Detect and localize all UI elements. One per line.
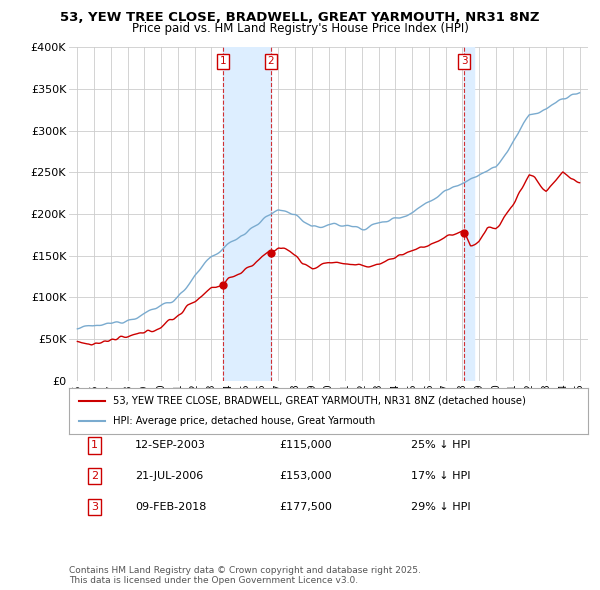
Text: 1: 1: [220, 57, 227, 66]
Text: £153,000: £153,000: [279, 471, 332, 481]
Text: 1: 1: [91, 441, 98, 450]
Text: 25% ↓ HPI: 25% ↓ HPI: [411, 441, 470, 450]
Text: HPI: Average price, detached house, Great Yarmouth: HPI: Average price, detached house, Grea…: [113, 416, 376, 426]
Bar: [464, 47, 475, 381]
Text: 2: 2: [91, 471, 98, 481]
Text: 3: 3: [91, 502, 98, 512]
Text: 53, YEW TREE CLOSE, BRADWELL, GREAT YARMOUTH, NR31 8NZ (detached house): 53, YEW TREE CLOSE, BRADWELL, GREAT YARM…: [113, 395, 526, 405]
Text: Price paid vs. HM Land Registry's House Price Index (HPI): Price paid vs. HM Land Registry's House …: [131, 22, 469, 35]
Text: 2: 2: [268, 57, 274, 66]
Text: Contains HM Land Registry data © Crown copyright and database right 2025.
This d: Contains HM Land Registry data © Crown c…: [69, 566, 421, 585]
Text: 29% ↓ HPI: 29% ↓ HPI: [411, 502, 470, 512]
Bar: [223, 47, 271, 381]
Text: 21-JUL-2006: 21-JUL-2006: [135, 471, 203, 481]
Text: 17% ↓ HPI: 17% ↓ HPI: [411, 471, 470, 481]
Text: £115,000: £115,000: [279, 441, 332, 450]
Text: 3: 3: [461, 57, 467, 66]
Text: 12-SEP-2003: 12-SEP-2003: [135, 441, 206, 450]
Text: 53, YEW TREE CLOSE, BRADWELL, GREAT YARMOUTH, NR31 8NZ: 53, YEW TREE CLOSE, BRADWELL, GREAT YARM…: [60, 11, 540, 24]
Text: 09-FEB-2018: 09-FEB-2018: [135, 502, 206, 512]
Text: £177,500: £177,500: [279, 502, 332, 512]
